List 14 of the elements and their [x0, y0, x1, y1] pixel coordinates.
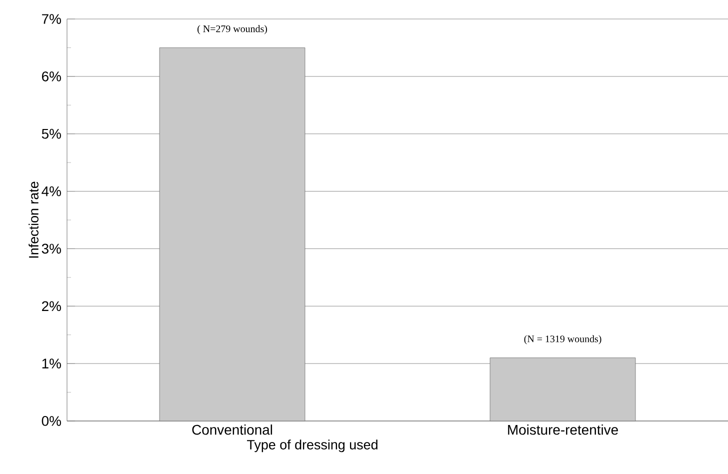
x-axis-title: Type of dressing used: [247, 440, 378, 452]
y-tick-label: 3%: [42, 244, 61, 254]
y-axis-title: Infection rate: [28, 182, 38, 258]
y-tick-label: 5%: [42, 128, 61, 139]
y-tick-label: 7%: [42, 14, 61, 24]
annotation: (N = 1319 wounds): [524, 335, 602, 344]
y-tick-label: 0%: [42, 416, 61, 426]
x-tick-label: Moisture-retentive: [508, 424, 618, 435]
y-tick-label: 2%: [42, 301, 61, 312]
y-tick-label: 4%: [42, 186, 61, 196]
annotation: ( N=279 wounds): [198, 25, 267, 34]
y-tick-label: 1%: [42, 358, 61, 368]
y-tick-label: 6%: [42, 71, 61, 82]
x-tick-label: Conventional: [192, 424, 272, 435]
